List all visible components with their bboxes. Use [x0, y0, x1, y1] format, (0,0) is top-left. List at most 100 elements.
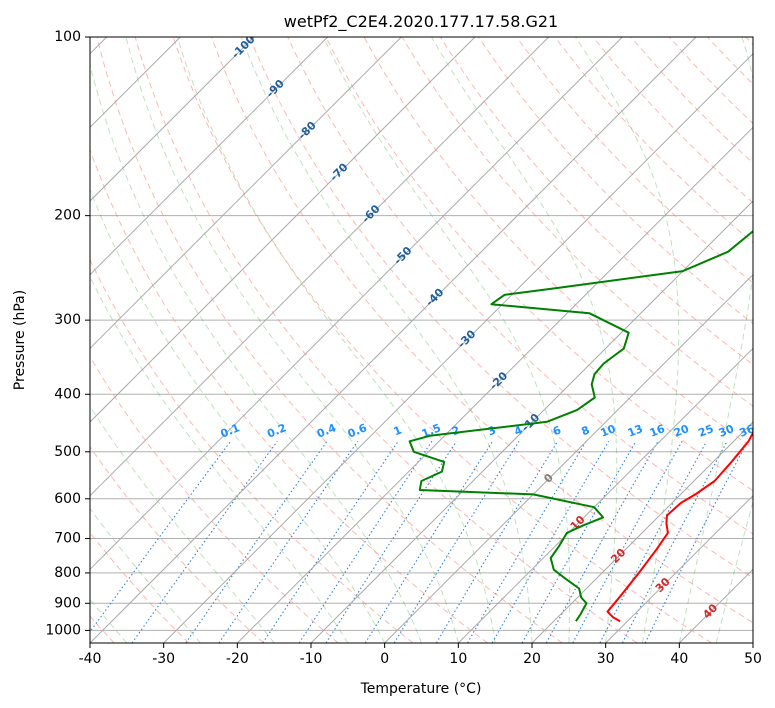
moist-adiabat-line — [90, 62, 422, 643]
mixing-ratio-line — [521, 441, 637, 643]
y-axis-label: Pressure (hPa) — [12, 290, 28, 390]
moist-adiabats — [90, 37, 753, 643]
mixing-ratio-line — [435, 441, 559, 643]
y-tick-label: 400 — [54, 386, 81, 402]
y-tick-label: 300 — [54, 312, 81, 328]
mixing-ratio-line — [90, 440, 232, 633]
isotherm-line — [90, 37, 623, 571]
dry-adiabat-line — [211, 37, 753, 624]
isotherm-line — [531, 421, 753, 643]
moist-adiabat-line — [323, 37, 571, 643]
x-tick-label: 0 — [380, 651, 389, 667]
dry-adiabat-line — [516, 37, 753, 284]
mixing-ratio-label: 30 — [717, 422, 736, 440]
isotherm-line — [457, 347, 753, 643]
dry-adiabat-line — [630, 37, 753, 164]
mixing-ratio-line — [572, 441, 683, 643]
mixing-ratio-line — [262, 440, 399, 643]
isotherm-line — [384, 273, 753, 643]
moist-adiabat-line — [715, 499, 753, 643]
x-axis-label: Temperature (°C) — [360, 681, 482, 697]
dry-adiabat-line — [592, 37, 753, 204]
isotherm-line — [90, 37, 402, 350]
mixing-ratio-label: 8 — [579, 423, 591, 438]
mixing-ratio-line — [185, 440, 328, 643]
isotherm-line — [90, 37, 550, 497]
moist-adiabat-line — [678, 37, 753, 643]
dry-adiabat-line — [90, 258, 414, 643]
x-tick-label: -40 — [79, 651, 102, 667]
mixing-ratio-line — [364, 441, 493, 643]
dry-adiabat-line — [96, 37, 563, 643]
mixing-ratio-line — [545, 441, 659, 643]
mixing-ratio-label: 16 — [648, 422, 667, 440]
isotherm-line — [90, 37, 329, 276]
y-tick-label: 200 — [54, 208, 81, 224]
dewpoint-profile-line — [408, 229, 753, 622]
moist-adiabat-line — [90, 598, 128, 643]
isotherm-line — [163, 52, 753, 643]
dry-adiabat-line — [134, 37, 638, 643]
moist-adiabat-line — [176, 37, 496, 643]
moist-adiabat-line — [431, 37, 618, 643]
mixing-ratio-line — [131, 440, 278, 643]
mixing-ratio-label: 1 — [392, 423, 404, 438]
x-axis: -40 -30 -20 -10 0 10 20 30 40 50 — [79, 643, 762, 667]
x-tick-label: -10 — [300, 651, 323, 667]
mixing-ratio-line — [298, 440, 433, 643]
dry-adiabat-line — [249, 37, 753, 579]
y-tick-label: 600 — [54, 491, 81, 507]
mixing-ratio-label: 3 — [486, 423, 498, 438]
mixing-ratio-line — [218, 440, 359, 643]
mixing-ratio-line — [467, 441, 587, 643]
dry-adiabat-line — [172, 37, 712, 643]
x-tick-label: 40 — [670, 651, 688, 667]
isotherm-line — [310, 200, 753, 643]
isotherm-line — [236, 126, 753, 643]
isotherm-line — [90, 37, 476, 423]
y-tick-label: 700 — [54, 531, 81, 547]
plot-area: -100-90-80-70-60-50-40-30-20-10010203040… — [90, 37, 756, 643]
x-tick-label: 10 — [449, 651, 467, 667]
mixing-ratio-label: 36 — [737, 422, 756, 440]
moist-adiabat-line — [90, 405, 275, 643]
chart-title: wetPf2_C2E4.2020.177.17.58.G21 — [284, 12, 558, 32]
y-tick-label: 800 — [54, 565, 81, 581]
moist-adiabat-line — [90, 275, 349, 643]
mixing-ratio-lines — [90, 440, 749, 643]
y-tick-label: 900 — [54, 595, 81, 611]
isotherm-line — [90, 37, 697, 643]
moist-adiabat-line — [90, 188, 386, 643]
isotherm-line — [90, 37, 255, 202]
y-tick-label: 500 — [54, 444, 81, 460]
dry-adiabat-line — [325, 37, 753, 492]
mixing-ratio-label: 2 — [450, 423, 462, 438]
x-tick-label: 20 — [523, 651, 541, 667]
mixing-ratio-label: 10 — [599, 422, 618, 440]
pressure-gridlines — [90, 37, 753, 631]
mixing-ratio-label: 20 — [672, 422, 691, 440]
x-tick-label: 50 — [744, 651, 762, 667]
temperature-profile-line — [606, 430, 753, 623]
y-tick-label: 1000 — [45, 622, 81, 638]
moist-adiabat-line — [90, 507, 201, 643]
dry-adiabat-line — [478, 37, 753, 325]
moist-adiabat-line — [240, 37, 533, 643]
mixing-ratio-line — [491, 441, 610, 643]
plot-frame — [89, 36, 754, 644]
isotherm-line — [605, 494, 753, 643]
moist-adiabat-line — [125, 37, 459, 643]
x-tick-label: -20 — [226, 651, 249, 667]
isotherms — [90, 37, 753, 643]
y-tick-label: 100 — [54, 29, 81, 45]
profile-lines — [408, 229, 753, 623]
dry-adiabat-line — [401, 37, 753, 407]
y-axis: 100 200 300 400 500 600 700 800 900 1000 — [45, 29, 90, 638]
mixing-ratio-label: 25 — [696, 422, 715, 440]
x-tick-label: 30 — [597, 651, 615, 667]
x-tick-label: -30 — [152, 651, 175, 667]
moist-adiabat-line — [575, 37, 680, 643]
dry-adiabat-line — [90, 445, 264, 643]
